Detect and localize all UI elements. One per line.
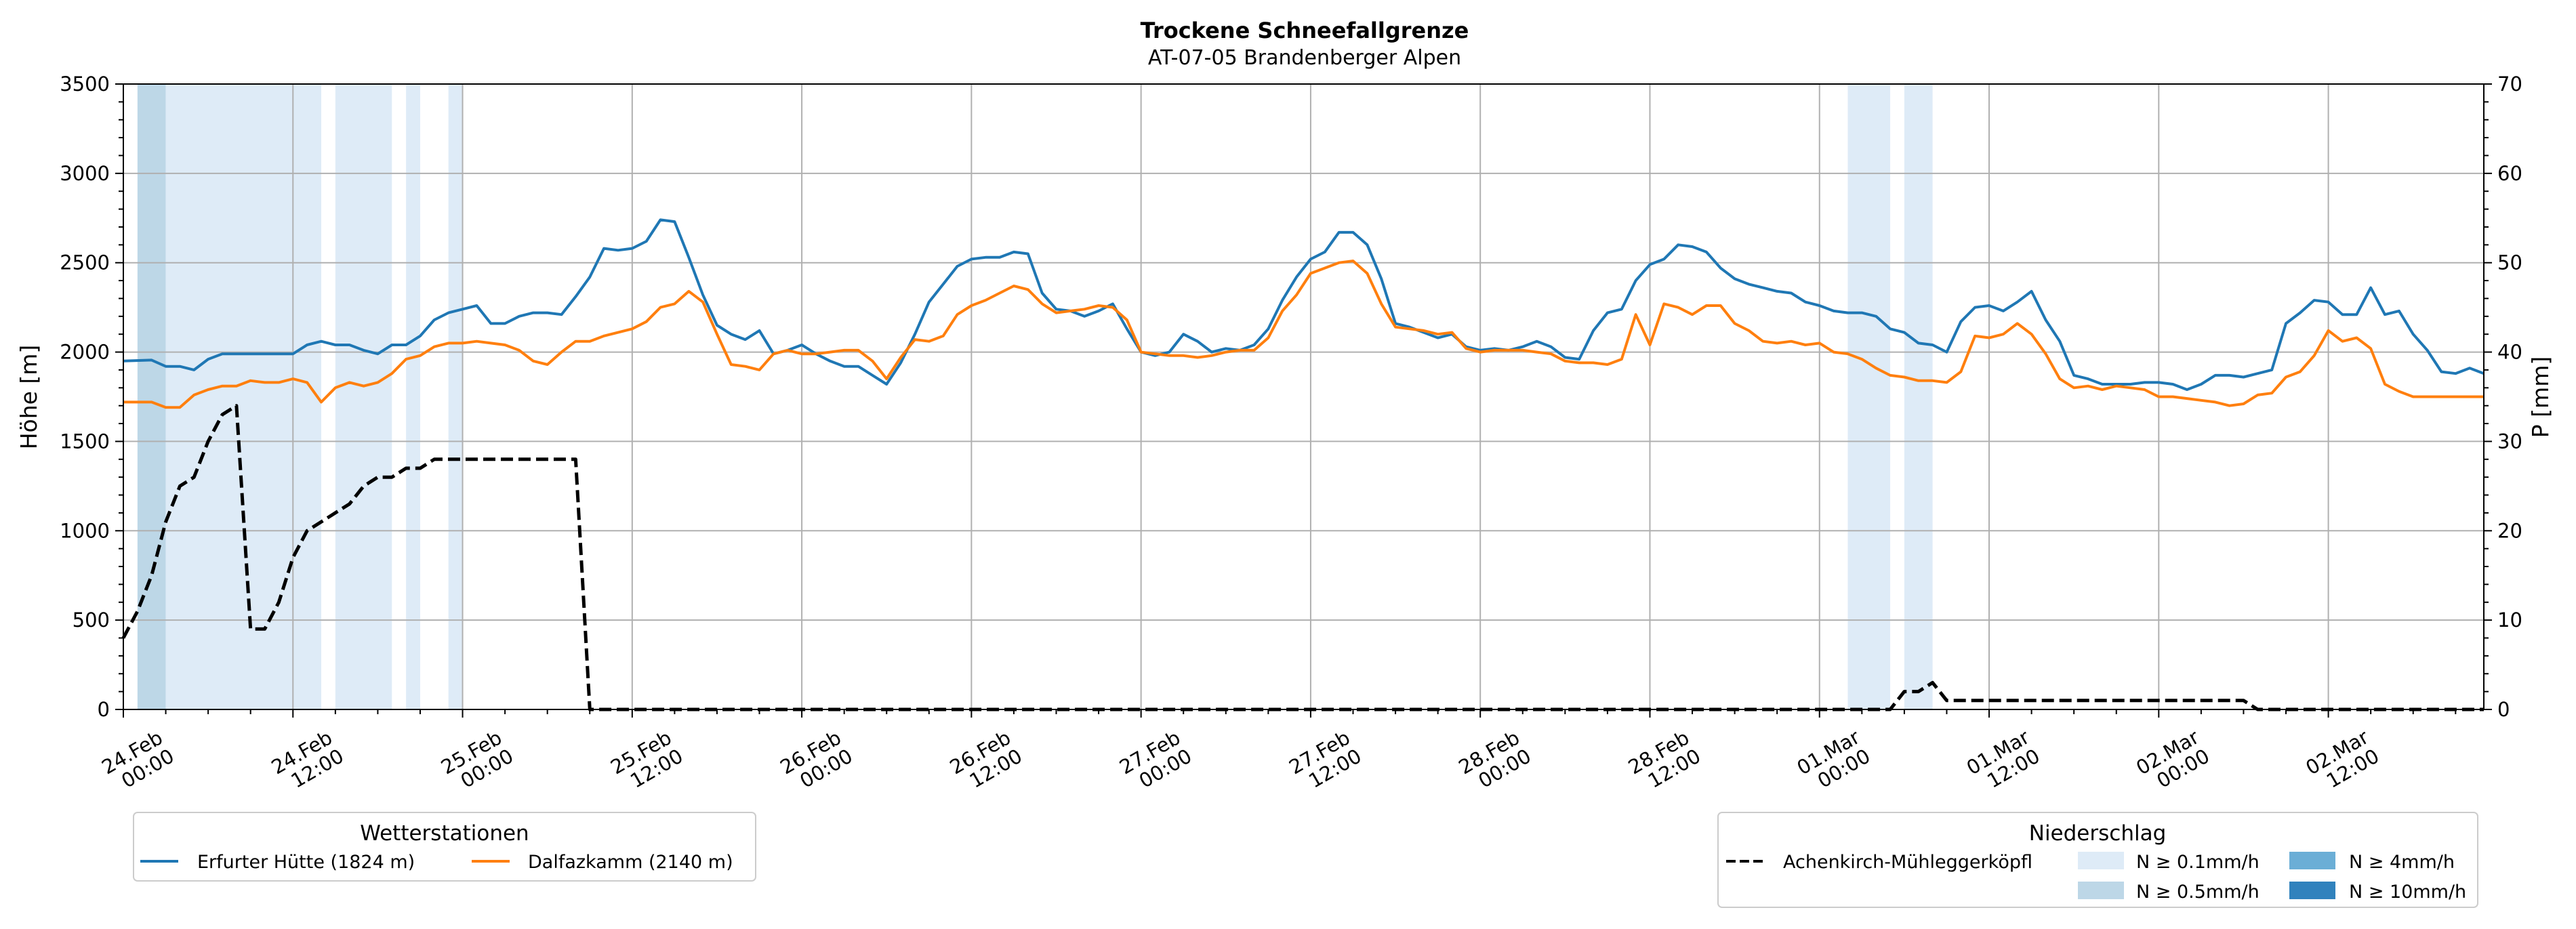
- precip-band-1: [165, 84, 321, 709]
- y-tick-label-3: 1500: [60, 430, 110, 453]
- series-line-2: [121, 404, 2484, 711]
- x-tick-label-2: 25.Feb00:00: [437, 726, 517, 798]
- legend-label-n4: N ≥ 4mm/h: [2349, 852, 2455, 873]
- y2-tick-label-4: 40: [2497, 341, 2522, 364]
- x-tick-label-3: 25.Feb12:00: [607, 726, 687, 798]
- x-tick-label-5: 26.Feb12:00: [946, 726, 1026, 798]
- x-tick-label-11: 01.Mar12:00: [1963, 725, 2044, 798]
- grid-lines: [123, 83, 2484, 710]
- y-tick-label-2: 1000: [60, 519, 110, 542]
- y-tick-label-6: 3000: [60, 162, 110, 185]
- precip-band-5: [1847, 84, 1891, 709]
- legend-swatch-n05: [2078, 882, 2124, 899]
- legend-stations: Wetterstationen Erfurter Hütte (1824 m) …: [133, 812, 756, 882]
- data-series: [121, 218, 2485, 711]
- x-tick-label-1: 24.Feb12:00: [268, 726, 348, 798]
- y2-tick-label-1: 10: [2497, 608, 2522, 632]
- chart-title: Trockene Schneefallgrenze: [1141, 18, 1469, 43]
- precip-band-3: [406, 84, 420, 709]
- x-tick-label-7: 27.Feb12:00: [1285, 726, 1365, 798]
- series-line-1: [123, 260, 2484, 409]
- x-tick-label-6: 27.Feb00:00: [1116, 726, 1195, 798]
- y2-tick-label-5: 50: [2497, 251, 2522, 274]
- x-tick-label-13: 02.Mar12:00: [2302, 725, 2383, 798]
- legend-label-n10: N ≥ 10mm/h: [2349, 882, 2466, 903]
- plot-frame: [123, 83, 2485, 710]
- precip-band-2: [335, 84, 392, 709]
- series-line-0: [123, 218, 2485, 391]
- y-tick-label-4: 2000: [60, 341, 110, 364]
- x-tick-label-0: 24.Feb00:00: [98, 726, 178, 798]
- legend-label-erfurter: Erfurter Hütte (1824 m): [197, 852, 415, 873]
- x-tick-label-4: 26.Feb00:00: [776, 726, 856, 798]
- y-tick-label-1: 500: [73, 608, 110, 632]
- precip-band-0: [137, 84, 166, 709]
- legend-swatch-n4: [2289, 852, 2335, 869]
- y-tick-label-5: 2500: [60, 251, 110, 274]
- y2-tick-label-2: 20: [2497, 519, 2522, 542]
- y-tick-label-7: 3500: [60, 73, 110, 96]
- axis-ticks: 24.Feb00:00 24.Feb12:00 25.Feb00:00 25.Feb1…: [60, 73, 2522, 798]
- x-tick-label-8: 28.Feb00:00: [1454, 726, 1534, 798]
- y2-axis-label: P [mm]: [2527, 356, 2554, 438]
- legend-stations-box: [133, 812, 756, 882]
- legend-precipitation: Niederschlag Achenkirch-Mühleggerköpfl N…: [1717, 812, 2478, 908]
- x-tick-label-9: 28.Feb12:00: [1624, 726, 1704, 798]
- legend-label-n01: N ≥ 0.1mm/h: [2136, 852, 2260, 873]
- legend-label-n05: N ≥ 0.5mm/h: [2136, 882, 2260, 903]
- y2-tick-label-3: 30: [2497, 430, 2522, 453]
- legend-label-dalfazkamm: Dalfazkamm (2140 m): [528, 852, 733, 873]
- legend-swatch-n10: [2289, 882, 2335, 899]
- precipitation-shading: [137, 84, 1933, 709]
- precip-band-6: [1904, 84, 1933, 709]
- y2-tick-label-0: 0: [2497, 698, 2510, 721]
- legend-stations-title: Wetterstationen: [360, 821, 529, 846]
- y2-tick-label-7: 70: [2497, 73, 2522, 96]
- precip-band-4: [448, 84, 463, 709]
- y-tick-label-0: 0: [98, 698, 110, 721]
- x-tick-label-10: 01.Mar00:00: [1793, 725, 1875, 798]
- legend-swatch-n01: [2078, 852, 2124, 869]
- y-axis-label: Höhe [m]: [16, 345, 42, 450]
- y2-tick-label-6: 60: [2497, 162, 2522, 185]
- legend-label-achenkirch: Achenkirch-Mühleggerköpfl: [1783, 852, 2032, 873]
- legend-precip-title: Niederschlag: [2029, 821, 2167, 846]
- chart-subtitle: AT-07-05 Brandenberger Alpen: [1148, 46, 1461, 70]
- x-tick-label-12: 02.Mar00:00: [2132, 725, 2213, 798]
